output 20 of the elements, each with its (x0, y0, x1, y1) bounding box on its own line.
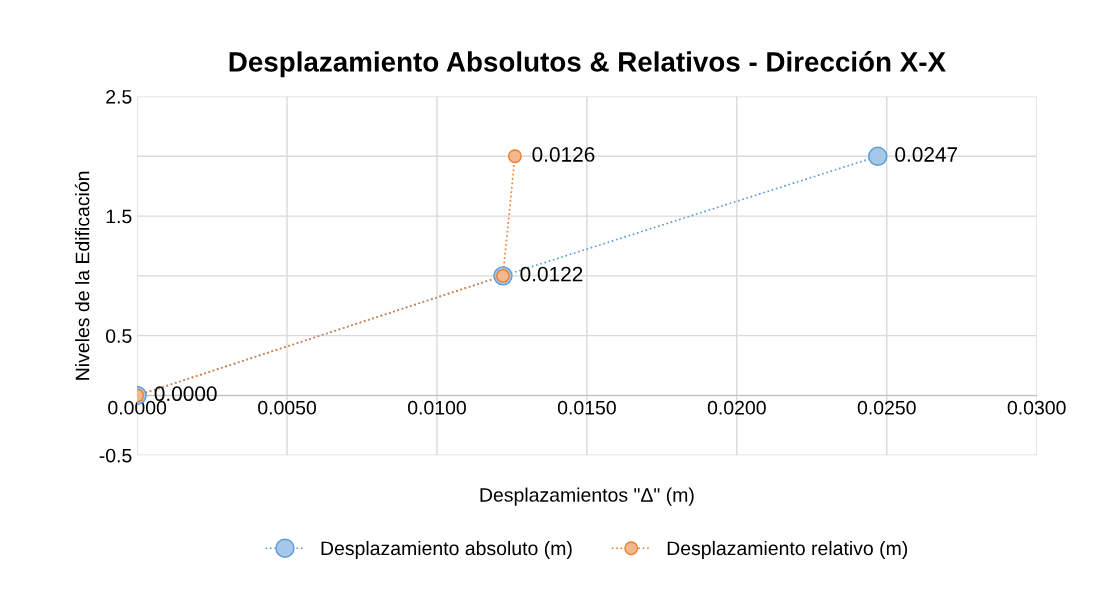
x-tick-label: 0.0300 (1007, 400, 1066, 415)
annotation: 0.0000 (154, 386, 217, 402)
annotation: 0.0122 (520, 266, 583, 282)
y-tick-label: 1.5 (106, 209, 132, 224)
annotation: 0.0247 (895, 147, 958, 162)
chart-title: Desplazamiento Absolutos & Relativos - Dirección X-X (229, 51, 946, 78)
x-axis-title: Desplazamientos "Δ" (m) (480, 487, 694, 506)
y-tick-label: -0.5 (99, 448, 132, 463)
y-tick-label: 2.5 (106, 89, 132, 104)
x-tick-label: 0.0000 (108, 400, 167, 415)
legend-label: Desplazamiento absoluto (m) (321, 540, 572, 560)
x-tick-label: 0.0250 (857, 400, 916, 415)
x-tick-label: 0.0150 (557, 400, 616, 415)
x-tick-label: 0.0200 (707, 400, 766, 415)
legend-label: Desplazamiento relativo (m) (667, 540, 908, 560)
y-axis-title: Niveles de la Edificación (74, 171, 90, 380)
x-tick-label: 0.0050 (258, 400, 317, 415)
x-tick-label: 0.0100 (408, 400, 466, 415)
annotation: 0.0126 (532, 147, 595, 162)
y-tick-label: 0.5 (106, 329, 132, 343)
